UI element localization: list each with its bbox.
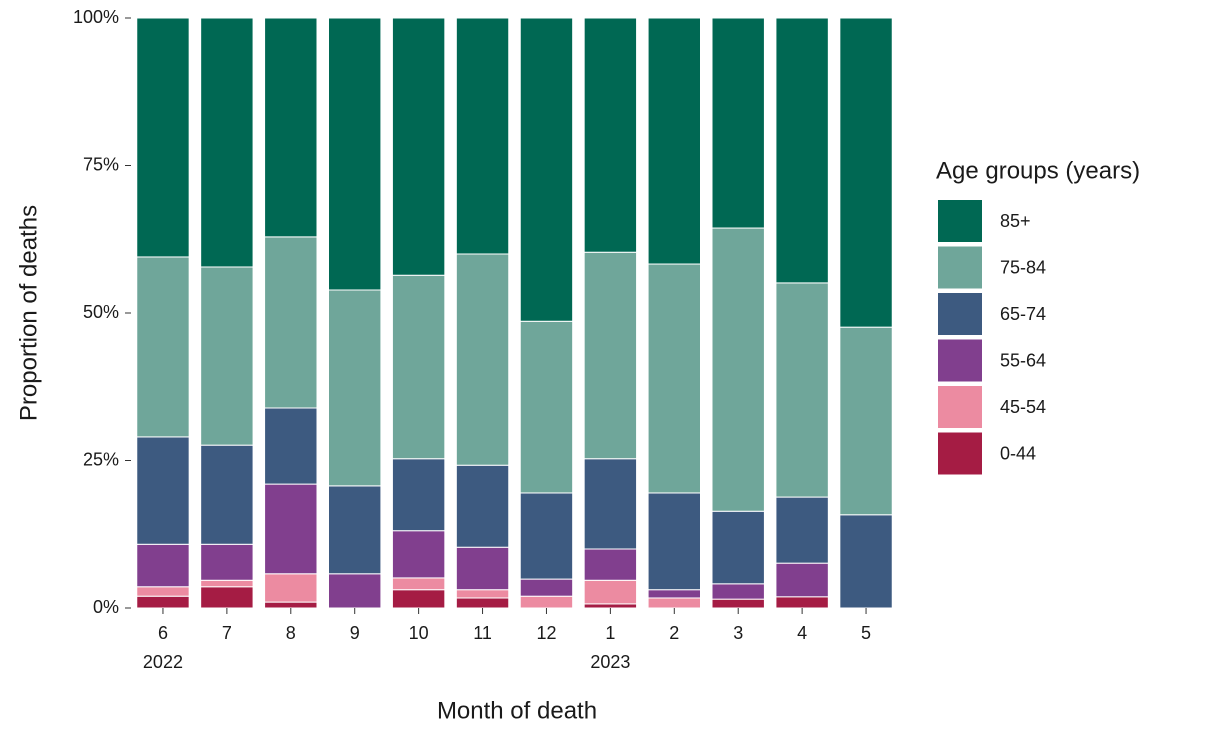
bar-segment bbox=[455, 253, 510, 466]
y-tick-label: 100% bbox=[73, 7, 119, 27]
x-tick-label: 1 bbox=[605, 623, 615, 643]
bar-segment bbox=[519, 595, 574, 609]
bar-segment bbox=[136, 256, 190, 438]
bar-segment bbox=[775, 496, 829, 564]
y-tick-label: 0% bbox=[93, 597, 119, 617]
legend-label: 45-54 bbox=[1000, 397, 1046, 417]
x-tick-label: 3 bbox=[733, 623, 743, 643]
bar-segment bbox=[455, 597, 510, 609]
x-tick-label: 11 bbox=[473, 623, 492, 643]
bar-segment bbox=[455, 17, 510, 255]
bar-segment bbox=[839, 514, 893, 609]
bar-segment bbox=[455, 589, 510, 599]
x-tick-label: 4 bbox=[797, 623, 807, 643]
x-tick-label: 9 bbox=[350, 623, 360, 643]
legend-key bbox=[938, 293, 982, 335]
legend-key bbox=[938, 432, 982, 475]
bar-segment bbox=[647, 597, 701, 609]
legend-key bbox=[938, 200, 982, 242]
bar-segment bbox=[200, 543, 254, 581]
bar-segment bbox=[391, 458, 446, 532]
y-axis-title: Proportion of deaths bbox=[15, 205, 42, 421]
bar-segment bbox=[519, 578, 574, 597]
bar-segment bbox=[647, 263, 701, 494]
bar-segment bbox=[328, 289, 382, 487]
legend-label: 85+ bbox=[1000, 211, 1031, 231]
bar-segment bbox=[583, 458, 638, 550]
x-tick-label: 12 bbox=[536, 623, 556, 643]
bar-segment bbox=[264, 236, 318, 409]
bar-segment bbox=[775, 282, 829, 498]
x-year-label: 2023 bbox=[590, 652, 630, 672]
bar-segment bbox=[391, 577, 446, 591]
bar-segment bbox=[264, 483, 318, 575]
legend-label: 65-74 bbox=[1000, 304, 1046, 324]
bar-segment bbox=[264, 407, 318, 485]
bar-segment bbox=[264, 573, 318, 603]
bar-segment bbox=[391, 17, 446, 276]
bar-segment bbox=[391, 274, 446, 460]
bar-segment bbox=[775, 596, 829, 609]
bar-segment bbox=[264, 17, 318, 238]
bar-segment bbox=[136, 17, 190, 258]
bar-segment bbox=[775, 562, 829, 598]
bar-segment bbox=[711, 598, 765, 609]
legend-title: Age groups (years) bbox=[936, 157, 1140, 184]
bar-segment bbox=[391, 530, 446, 579]
bar-segment bbox=[647, 589, 701, 599]
bar-segment bbox=[519, 320, 574, 494]
bar-segment bbox=[647, 17, 701, 265]
x-year-label: 2022 bbox=[143, 652, 183, 672]
legend-label: 0-44 bbox=[1000, 443, 1036, 463]
bar-segment bbox=[839, 17, 893, 328]
bar-segment bbox=[200, 579, 254, 588]
bar-segment bbox=[711, 17, 765, 229]
legend-key bbox=[938, 339, 982, 382]
bar-segment bbox=[328, 573, 382, 609]
bar-segment bbox=[647, 492, 701, 591]
x-tick-label: 7 bbox=[222, 623, 232, 643]
legend-label: 75-84 bbox=[1000, 257, 1046, 277]
x-tick-label: 8 bbox=[286, 623, 296, 643]
bar-segment bbox=[200, 266, 254, 446]
bar-segment bbox=[711, 510, 765, 585]
bar-segment bbox=[583, 603, 638, 609]
bar-segment bbox=[200, 444, 254, 545]
y-tick-label: 50% bbox=[83, 302, 119, 322]
bar-segment bbox=[136, 586, 190, 597]
bar-segment bbox=[200, 586, 254, 609]
bar-segment bbox=[839, 326, 893, 516]
bar-segment bbox=[583, 251, 638, 460]
legend-key bbox=[938, 386, 982, 428]
legend-label: 55-64 bbox=[1000, 350, 1046, 370]
bar-segment bbox=[328, 17, 382, 291]
x-tick-label: 2 bbox=[669, 623, 679, 643]
bar-segment bbox=[455, 546, 510, 591]
bar-segment bbox=[519, 17, 574, 322]
bar-segment bbox=[391, 589, 446, 609]
bar-segment bbox=[136, 436, 190, 545]
bar-segment bbox=[328, 485, 382, 575]
bar-segment bbox=[583, 548, 638, 581]
bar-segment bbox=[519, 492, 574, 580]
x-tick-label: 10 bbox=[409, 623, 429, 643]
x-tick-label: 6 bbox=[158, 623, 168, 643]
bar-segment bbox=[136, 543, 190, 588]
bar-segment bbox=[775, 17, 829, 284]
bar-segment bbox=[200, 17, 254, 268]
bar-segment bbox=[136, 595, 190, 609]
x-tick-label: 5 bbox=[861, 623, 871, 643]
y-tick-label: 75% bbox=[83, 154, 119, 174]
bar-segment bbox=[583, 17, 638, 253]
bar-segment bbox=[711, 583, 765, 600]
bar-segment bbox=[264, 601, 318, 609]
x-axis-title: Month of death bbox=[437, 697, 597, 724]
bar-segment bbox=[455, 464, 510, 548]
bar-segment bbox=[583, 579, 638, 605]
y-tick-label: 25% bbox=[83, 449, 119, 469]
bar-segment bbox=[711, 227, 765, 512]
legend-key bbox=[938, 246, 982, 289]
